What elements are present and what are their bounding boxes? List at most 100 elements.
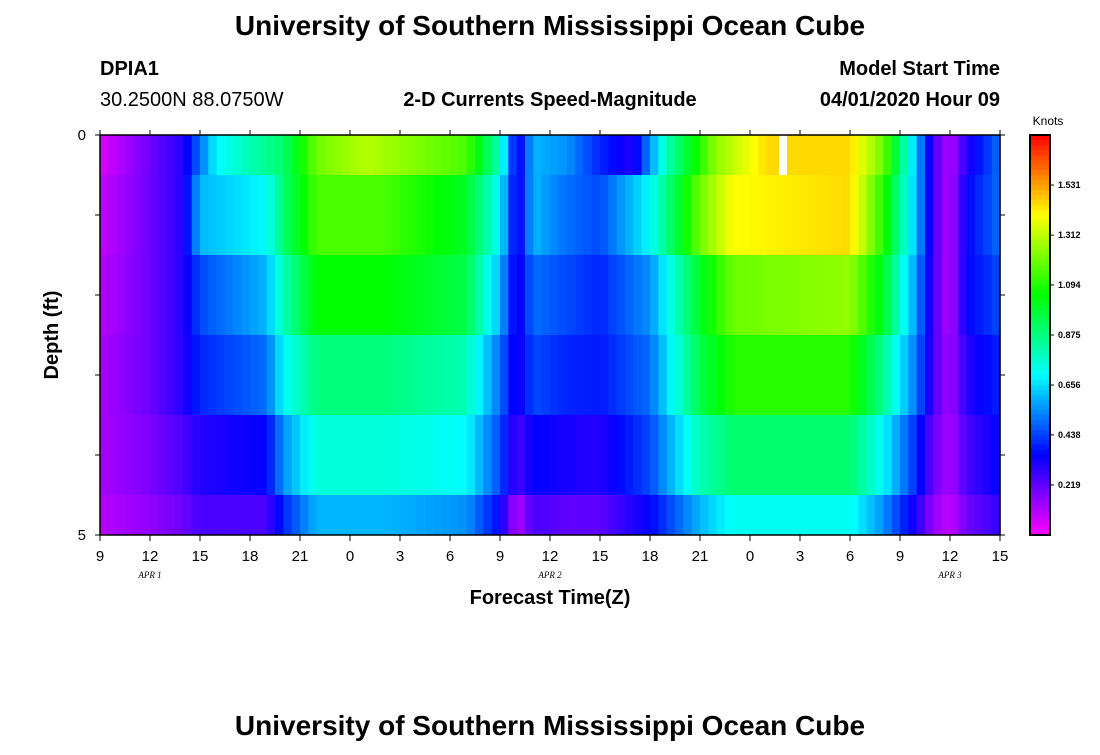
heat-cell xyxy=(833,255,843,336)
heat-cell xyxy=(308,335,318,416)
heat-cell xyxy=(666,255,676,336)
heat-cell xyxy=(558,495,568,536)
heat-cell xyxy=(883,415,893,496)
heat-cell xyxy=(333,175,343,256)
heat-cell xyxy=(991,415,1001,496)
heat-cell xyxy=(266,255,276,336)
heat-cell xyxy=(441,335,451,416)
heat-cell xyxy=(675,175,684,256)
heat-cell xyxy=(750,495,759,536)
heat-cell xyxy=(175,255,184,336)
heat-cell xyxy=(400,495,409,536)
heat-cell xyxy=(775,175,784,256)
heat-cell xyxy=(733,135,743,176)
heat-cell xyxy=(916,415,926,496)
heat-cell xyxy=(516,175,526,256)
heat-cell xyxy=(475,495,484,536)
heat-cell xyxy=(550,495,559,536)
heat-cell xyxy=(841,495,851,536)
heat-cell xyxy=(283,415,293,496)
heat-cell xyxy=(450,175,459,256)
heat-cell xyxy=(266,335,276,416)
heat-cell xyxy=(233,415,243,496)
heat-cell xyxy=(241,415,251,496)
heat-cell xyxy=(691,495,701,536)
heat-cell xyxy=(325,255,334,336)
colorbar-swatch xyxy=(1030,505,1050,511)
heat-cell xyxy=(700,175,709,256)
heat-cell xyxy=(275,415,284,496)
heat-cell xyxy=(741,335,751,416)
heat-cell xyxy=(966,495,976,536)
heat-cell xyxy=(300,415,309,496)
heat-cell xyxy=(525,335,534,416)
heat-cell xyxy=(850,415,859,496)
heat-cell xyxy=(183,415,193,496)
heat-cell xyxy=(566,135,576,176)
colorbar-swatch xyxy=(1030,160,1050,166)
heat-cell xyxy=(591,335,601,416)
heat-cell xyxy=(266,495,276,536)
heat-cell xyxy=(375,415,384,496)
heat-cell xyxy=(591,415,601,496)
heat-cell xyxy=(566,335,576,416)
heat-cell xyxy=(575,175,584,256)
heat-cell xyxy=(425,335,434,416)
heat-cell xyxy=(708,175,718,256)
heat-cell xyxy=(825,175,834,256)
date-label: APR 3 xyxy=(937,570,962,580)
heat-cell xyxy=(366,175,376,256)
heat-cell xyxy=(391,175,401,256)
heat-cell xyxy=(858,255,868,336)
heat-cell xyxy=(508,335,518,416)
heat-cell xyxy=(550,335,559,416)
heat-cell xyxy=(408,175,418,256)
heat-cell xyxy=(166,335,176,416)
heat-cell xyxy=(650,175,659,256)
heat-cell xyxy=(766,175,776,256)
heat-cell xyxy=(216,255,226,336)
heat-cell xyxy=(650,135,659,176)
heat-cell xyxy=(858,135,868,176)
colorbar-swatch xyxy=(1030,230,1050,236)
heat-cell xyxy=(708,415,718,496)
heat-cell xyxy=(966,175,976,256)
heat-cell xyxy=(558,255,568,336)
heat-cell xyxy=(250,175,259,256)
heat-cell xyxy=(291,495,301,536)
heat-cell xyxy=(991,135,1001,176)
heat-cell xyxy=(183,175,193,256)
heat-cell xyxy=(191,415,201,496)
heat-cell xyxy=(866,495,876,536)
colorbar-swatch xyxy=(1030,500,1050,506)
heat-cell xyxy=(533,135,543,176)
model-start-value: 04/01/2020 Hour 09 xyxy=(820,89,1000,111)
x-tick-label: 9 xyxy=(896,548,904,565)
heat-cell xyxy=(658,175,668,256)
heat-cell xyxy=(525,415,534,496)
heat-cell xyxy=(466,135,476,176)
colorbar-swatch xyxy=(1030,435,1050,441)
heat-cell xyxy=(166,135,176,176)
heat-cell xyxy=(283,135,293,176)
colorbar-swatch xyxy=(1030,515,1050,521)
heat-cell xyxy=(441,415,451,496)
colorbar-swatch xyxy=(1030,485,1050,491)
heat-cell xyxy=(166,415,176,496)
heat-cell xyxy=(158,135,168,176)
model-start-label: Model Start Time xyxy=(839,58,1000,80)
colorbar-swatch xyxy=(1030,140,1050,146)
heat-cell xyxy=(808,255,818,336)
heat-cell xyxy=(366,495,376,536)
heat-cell xyxy=(483,255,493,336)
heat-cell xyxy=(783,335,793,416)
heat-cell xyxy=(283,255,293,336)
heat-cell xyxy=(908,495,918,536)
heat-cell xyxy=(916,495,926,536)
heat-cell xyxy=(800,335,809,416)
heat-cell xyxy=(241,135,251,176)
heat-cell xyxy=(283,175,293,256)
heat-cell xyxy=(358,175,368,256)
heat-cell xyxy=(900,335,909,416)
